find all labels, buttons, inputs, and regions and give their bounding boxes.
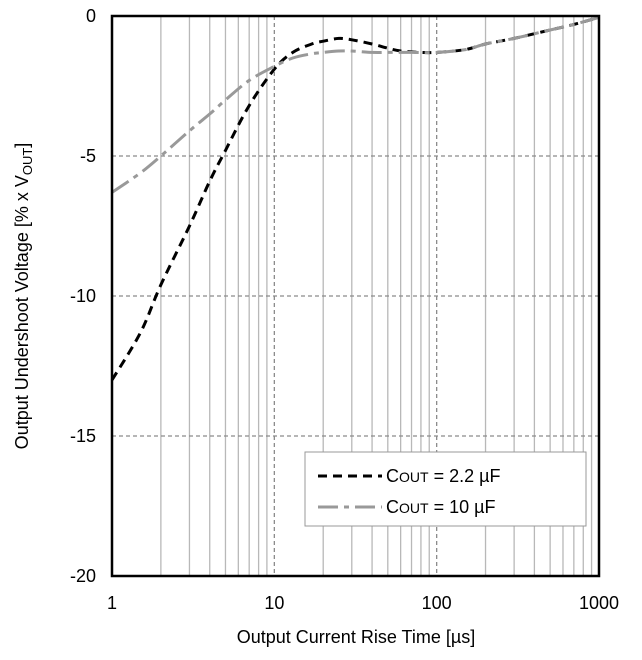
x-axis-label: Output Current Rise Time [µs] — [237, 627, 475, 647]
series-line-10uf — [111, 15, 600, 194]
legend-box — [304, 451, 587, 527]
y-tick-label: -10 — [70, 286, 96, 306]
y-axis-label-subscript: OUT — [20, 148, 35, 176]
x-tick-label: 100 — [422, 593, 452, 613]
legend-label-2-2uf: COUT = 2.2 µF — [386, 466, 500, 486]
x-tick-label: 1 — [107, 593, 117, 613]
y-tick-label: -15 — [70, 426, 96, 446]
y-tick-label: -20 — [70, 566, 96, 586]
x-tick-labels: 1 10 100 1000 — [107, 593, 619, 613]
y-tick-label: 0 — [86, 6, 96, 26]
y-axis-label-end: ] — [12, 143, 32, 148]
legend: COUT = 2.2 µF COUT = 10 µF — [304, 451, 587, 527]
x-tick-label: 1000 — [579, 593, 619, 613]
y-axis-label: Output Undershoot Voltage [% x VOUT] — [12, 143, 35, 450]
series-layer — [110, 15, 600, 381]
x-tick-label: 10 — [264, 593, 284, 613]
y-axis-label-main: Output Undershoot Voltage [% x V — [12, 175, 32, 449]
y-tick-label: -5 — [80, 146, 96, 166]
major-gridlines — [112, 16, 599, 576]
y-tick-labels: 0 -5 -10 -15 -20 — [70, 6, 96, 586]
plot-frame — [110, 14, 601, 578]
legend-label-10uf: COUT = 10 µF — [386, 497, 495, 517]
